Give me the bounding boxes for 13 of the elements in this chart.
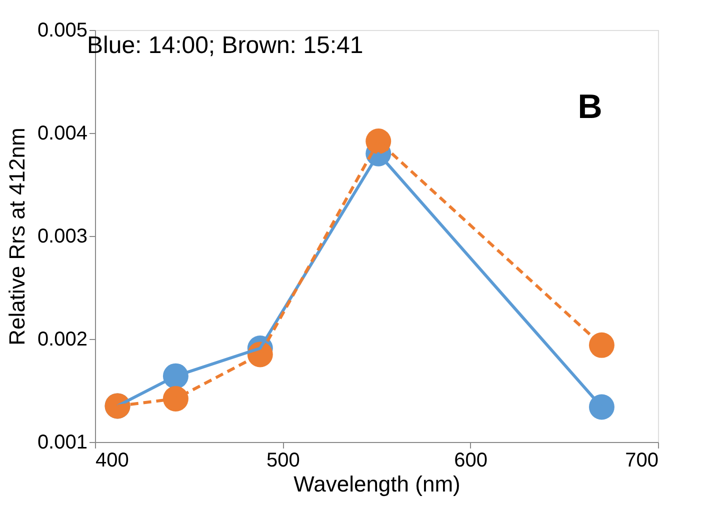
y-tick-label: 0.005	[37, 20, 88, 42]
x-tick-label: 400	[96, 450, 129, 472]
y-axis-title: Relative Rrs at 412nm	[4, 128, 30, 346]
x-tick-label: 700	[625, 450, 658, 472]
x-axis-title: Wavelength (nm)	[294, 472, 460, 496]
y-tick-label: 0.003	[37, 226, 88, 248]
x-tick-label: 600	[454, 450, 488, 472]
y-tick-label: 0.002	[37, 328, 88, 350]
annotation: B	[578, 88, 602, 126]
y-tick-label: 0.004	[37, 122, 88, 144]
x-tick-label: 500	[266, 450, 300, 472]
annotation: Blue: 14:00; Brown: 15:41	[87, 32, 364, 59]
y-tick-label: 0.001	[37, 432, 88, 454]
